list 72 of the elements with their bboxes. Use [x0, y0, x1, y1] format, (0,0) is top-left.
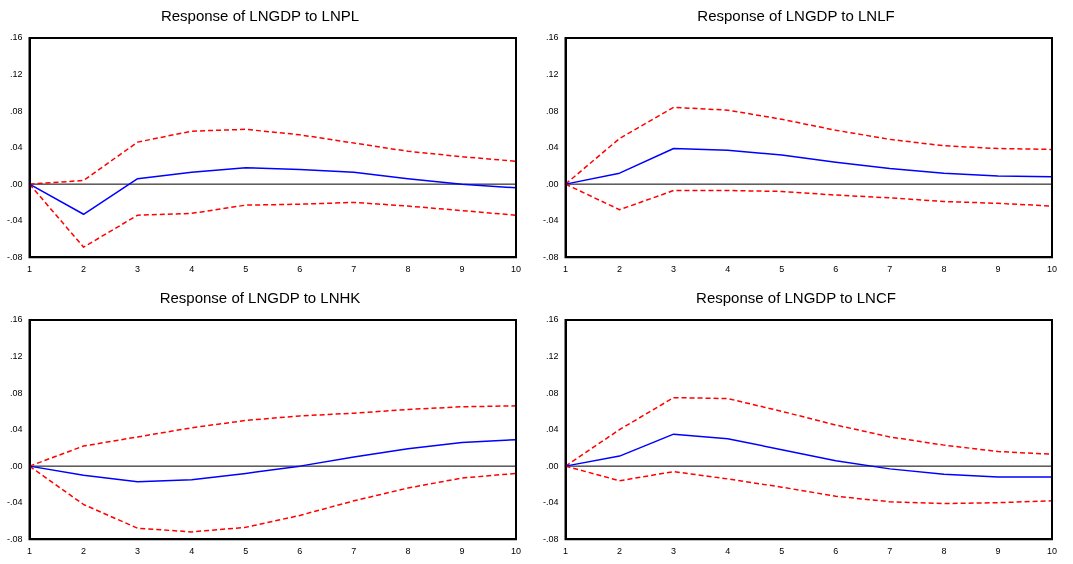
x-tick-label: 9: [459, 264, 465, 275]
y-tick-label: -.04: [542, 497, 559, 508]
x-tick-label: 6: [833, 264, 839, 275]
y-tick-label: .04: [9, 142, 23, 153]
chart-title: Response of LNGDP to LNCF: [696, 289, 896, 307]
y-tick-label: .04: [545, 142, 559, 153]
y-tick-label: .00: [545, 460, 559, 471]
x-tick-label: 1: [27, 546, 33, 557]
y-tick-label: -.08: [6, 251, 23, 262]
y-tick-label: -.04: [6, 215, 23, 226]
x-tick-label: 8: [405, 264, 411, 275]
chart-title: Response of LNGDP to LNHK: [159, 289, 361, 307]
x-tick-label: 2: [81, 546, 87, 557]
chart-title: Response of LNGDP to LNLF: [697, 7, 895, 25]
y-tick-label: .16: [9, 314, 23, 325]
x-tick-label: 7: [887, 264, 893, 275]
x-tick-label: 4: [725, 546, 731, 557]
y-tick-label: .12: [545, 69, 559, 80]
y-tick-label: .12: [545, 351, 559, 362]
y-tick-label: .12: [9, 69, 23, 80]
y-tick-label: .16: [545, 314, 559, 325]
x-tick-label: 8: [405, 546, 411, 557]
x-tick-label: 7: [351, 264, 357, 275]
x-tick-label: 3: [671, 264, 677, 275]
x-tick-label: 4: [725, 264, 731, 275]
x-tick-label: 8: [941, 546, 947, 557]
x-tick-label: 10: [1046, 264, 1058, 275]
x-tick-label: 4: [189, 264, 195, 275]
y-tick-label: .04: [9, 424, 23, 435]
y-tick-label: .08: [9, 105, 23, 116]
y-tick-label: .08: [545, 105, 559, 116]
chart-title: Response of LNGDP to LNPL: [160, 7, 360, 25]
y-tick-label: .16: [545, 32, 559, 43]
y-tick-label: -.04: [542, 215, 559, 226]
x-tick-label: 6: [297, 264, 303, 275]
x-tick-label: 10: [510, 264, 522, 275]
x-tick-label: 6: [297, 546, 303, 557]
y-tick-label: .16: [9, 32, 23, 43]
x-tick-label: 3: [671, 546, 677, 557]
y-tick-label: .08: [9, 387, 23, 398]
y-tick-label: -.08: [542, 251, 559, 262]
x-tick-label: 9: [459, 546, 465, 557]
y-tick-label: .00: [9, 178, 23, 189]
y-tick-label: -.08: [6, 533, 23, 544]
y-tick-label: -.08: [542, 533, 559, 544]
x-tick-label: 2: [617, 546, 623, 557]
x-tick-label: 10: [510, 546, 522, 557]
x-tick-label: 6: [833, 546, 839, 557]
x-tick-label: 2: [81, 264, 87, 275]
x-tick-label: 2: [617, 264, 623, 275]
x-tick-label: 7: [887, 546, 893, 557]
x-tick-label: 5: [243, 264, 249, 275]
x-tick-label: 8: [941, 264, 947, 275]
x-tick-label: 9: [995, 264, 1001, 275]
x-tick-label: 1: [563, 264, 569, 275]
x-tick-label: 3: [135, 546, 141, 557]
x-tick-label: 1: [27, 264, 33, 275]
y-tick-label: -.04: [6, 497, 23, 508]
x-tick-label: 5: [243, 546, 249, 557]
y-tick-label: .00: [9, 460, 23, 471]
x-tick-label: 5: [779, 264, 785, 275]
x-tick-label: 5: [779, 546, 785, 557]
x-tick-label: 9: [995, 546, 1001, 557]
x-tick-label: 10: [1046, 546, 1058, 557]
x-tick-label: 7: [351, 546, 357, 557]
y-tick-label: .04: [545, 424, 559, 435]
y-tick-label: .08: [545, 387, 559, 398]
y-tick-label: .00: [545, 178, 559, 189]
y-tick-label: .12: [9, 351, 23, 362]
x-tick-label: 1: [563, 546, 569, 557]
x-tick-label: 3: [135, 264, 141, 275]
x-tick-label: 4: [189, 546, 195, 557]
